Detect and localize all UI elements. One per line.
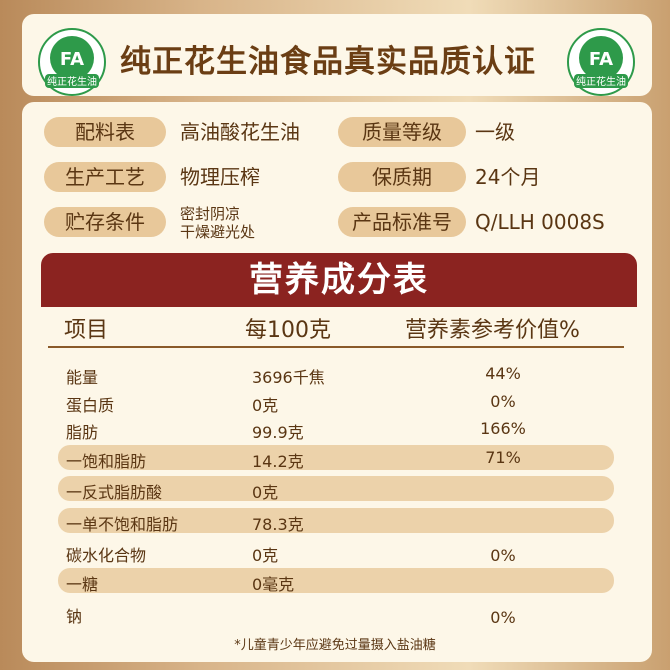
certification-logo-left: FA 纯正花生油 — [38, 28, 106, 96]
svg-text:FA: FA — [60, 49, 84, 70]
nutrition-per100: 0克 — [252, 396, 279, 415]
nutrition-row: 钠 0% — [58, 600, 614, 627]
footnote: *儿童青少年应避免过量摄入盐油糖 — [234, 638, 436, 653]
nutrition-row: 一糖 0毫克 — [58, 568, 614, 594]
certification-banner — [22, 14, 652, 96]
standard-value: Q/LLH 0008S — [475, 210, 605, 234]
nutrition-row: 蛋白质 0克 0% — [58, 389, 614, 415]
svg-text:FA: FA — [589, 49, 613, 70]
nutrition-per100: 0毫克 — [252, 575, 295, 594]
nutrition-row: 能量 3696千焦 44% — [58, 361, 614, 387]
nutrition-item: 一糖 — [66, 575, 99, 594]
nutrition-nrv: 0% — [490, 546, 516, 565]
nutrition-item: 能量 — [66, 368, 99, 387]
nutrition-nrv: 0% — [490, 608, 516, 627]
nutrition-title: 营养成分表 — [41, 253, 637, 307]
nutrition-row: 碳水化合物 0克 0% — [58, 539, 614, 565]
shelf-life-value: 24个月 — [475, 165, 541, 189]
header-divider — [48, 346, 624, 348]
ingredients-label: 配料表 — [44, 117, 166, 147]
nutrition-nrv: 71% — [485, 448, 521, 467]
storage-value-line2: 干燥避光处 — [180, 223, 256, 241]
nutrition-item: 一饱和脂肪 — [66, 452, 147, 471]
storage-label: 贮存条件 — [44, 207, 166, 237]
certification-title: 纯正花生油食品真实品质认证 — [120, 44, 536, 80]
nutrition-nrv: 44% — [485, 364, 521, 383]
nutrition-item: 碳水化合物 — [66, 546, 147, 565]
ingredients-value: 高油酸花生油 — [180, 120, 300, 144]
nutrition-per100: 78.3克 — [252, 515, 304, 534]
nutrition-per100: 14.2克 — [252, 452, 304, 471]
certification-logo-right: FA 纯正花生油 — [567, 28, 635, 96]
nutrition-per100: 99.9克 — [252, 423, 304, 442]
nutrition-nrv: 0% — [490, 392, 516, 411]
nutrition-item: 脂肪 — [66, 423, 99, 442]
svg-text:纯正花生油: 纯正花生油 — [47, 75, 97, 88]
nutrition-row: 脂肪 99.9克 166% — [58, 416, 614, 442]
header-per100: 每100克 — [245, 318, 331, 343]
standard-label: 产品标准号 — [338, 207, 466, 237]
svg-text:纯正花生油: 纯正花生油 — [576, 75, 626, 88]
header-nrv: 营养素参考价值% — [405, 318, 580, 343]
nutrition-nrv: 166% — [480, 419, 526, 438]
nutrition-row: 一单不饱和脂肪 78.3克 — [58, 508, 614, 534]
process-label: 生产工艺 — [44, 162, 166, 192]
shelf-life-label: 保质期 — [338, 162, 466, 192]
nutrition-item: 一单不饱和脂肪 — [66, 515, 179, 534]
nutrition-item: 一反式脂肪酸 — [66, 483, 163, 502]
nutrition-per100: 0克 — [252, 483, 279, 502]
nutrition-item: 钠 — [66, 607, 83, 626]
nutrition-per100: 3696千焦 — [252, 368, 325, 387]
nutrition-item: 蛋白质 — [66, 396, 115, 415]
nutrition-row: 一饱和脂肪 14.2克 71% — [58, 445, 614, 471]
quality-grade-value: 一级 — [475, 120, 515, 144]
process-value: 物理压榨 — [180, 165, 260, 189]
nutrition-per100: 0克 — [252, 546, 279, 565]
header-item: 项目 — [64, 318, 109, 343]
quality-grade-label: 质量等级 — [338, 117, 466, 147]
nutrition-row: 一反式脂肪酸 0克 — [58, 476, 614, 502]
storage-value-line1: 密封阴凉 — [180, 205, 241, 223]
